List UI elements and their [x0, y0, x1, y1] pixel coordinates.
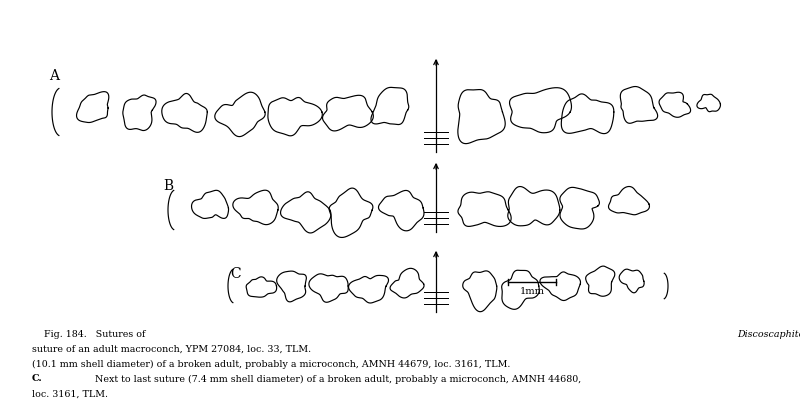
Text: 1mm: 1mm	[519, 287, 545, 296]
Text: Discoscaphites rossi: Discoscaphites rossi	[737, 330, 800, 339]
Text: suture of an adult macroconch, YPM 27084, loc. 33, TLM.: suture of an adult macroconch, YPM 27084…	[32, 345, 314, 354]
Text: (10.1 mm shell diameter) of a broken adult, probably a microconch, AMNH 44679, l: (10.1 mm shell diameter) of a broken adu…	[32, 360, 510, 369]
Text: C: C	[230, 267, 242, 281]
Text: C.: C.	[32, 374, 42, 383]
Text: A: A	[50, 69, 59, 83]
Text: B: B	[163, 179, 173, 193]
Text: Next to last suture (7.4 mm shell diameter) of a broken adult, probably a microc: Next to last suture (7.4 mm shell diamet…	[92, 374, 582, 384]
Text: Fig. 184.   Sutures of: Fig. 184. Sutures of	[32, 330, 149, 339]
Text: loc. 3161, TLM.: loc. 3161, TLM.	[32, 389, 108, 398]
